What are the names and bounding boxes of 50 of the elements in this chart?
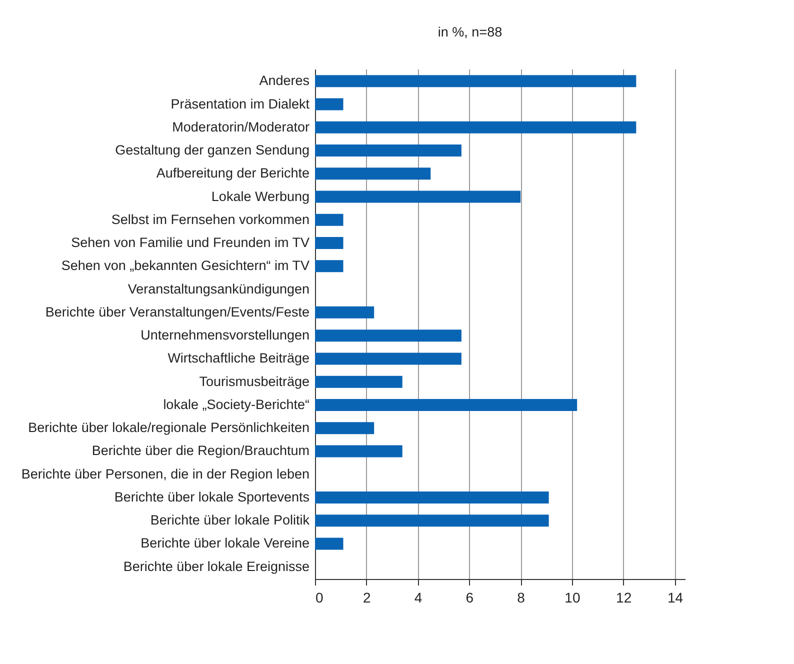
bar <box>315 260 344 272</box>
y-tick-label: Aufbereitung der Berichte <box>156 166 310 181</box>
y-tick-label: Berichte über lokale Sportevents <box>114 489 310 504</box>
y-tick-label: Lokale Werbung <box>211 188 310 204</box>
bar <box>315 422 374 434</box>
y-tick-label: Wirtschaftliche Beiträge <box>168 350 310 366</box>
y-tick-label: Berichte über lokale Politik <box>150 512 310 528</box>
bar <box>315 98 344 110</box>
y-tick-label: Berichte über Personen, die in der Region leben <box>21 466 310 482</box>
x-tick-label: 4 <box>414 590 422 606</box>
y-tick-label: Sehen von „bekannten Gesichtern“ im TV <box>61 258 310 274</box>
y-tick-label: Berichte über lokale Vereine <box>140 536 310 551</box>
y-tick-label: lokale „Society-Berichte“ <box>163 396 310 412</box>
bar <box>315 190 521 203</box>
bar <box>315 330 462 342</box>
bar <box>315 491 549 504</box>
bar <box>315 514 549 527</box>
y-tick-label: Tourismusbeiträge <box>199 374 310 389</box>
x-tick-label: 12 <box>616 590 632 606</box>
y-tick-label: Berichte über die Region/Brauchtum <box>92 443 310 458</box>
bar <box>315 237 344 250</box>
bar <box>315 214 344 226</box>
bar <box>315 538 344 550</box>
y-tick-label: Berichte über lokale/regionale Persönlichkeiten <box>28 420 310 436</box>
bar <box>315 168 431 180</box>
bar <box>315 445 402 458</box>
bar <box>315 75 636 88</box>
bar <box>315 398 578 411</box>
y-tick-label: Moderatorin/Moderator <box>172 119 310 134</box>
x-tick-label: 0 <box>316 590 324 606</box>
y-tick-label: Sehen von Familie und Freunden im TV <box>71 235 310 250</box>
y-tick-label: Selbst im Fernsehen vorkommen <box>111 212 310 227</box>
y-tick-label: Veranstaltungsankündigungen <box>128 281 310 296</box>
y-tick-label: Anderes <box>259 73 310 88</box>
y-tick-label: Unternehmensvorstellungen <box>140 328 310 343</box>
y-tick-label: Gestaltung der ganzen Sendung <box>115 142 310 158</box>
bar <box>315 352 462 365</box>
bar <box>315 121 636 134</box>
y-tick-label: Berichte über lokale Ereignisse <box>123 558 310 574</box>
x-tick-label: 6 <box>466 590 474 606</box>
bar <box>315 306 374 318</box>
chart-title: in %, n=88 <box>438 24 502 40</box>
x-tick-label: 14 <box>667 590 684 606</box>
y-tick-label: Präsentation im Dialekt <box>170 96 310 112</box>
y-tick-label: Berichte über Veranstaltungen/Events/Feste <box>45 304 310 320</box>
bar <box>315 376 402 388</box>
x-tick-label: 2 <box>362 590 371 606</box>
x-tick-label: 8 <box>517 590 526 606</box>
x-tick-label: 10 <box>564 590 580 606</box>
bar <box>315 144 462 157</box>
